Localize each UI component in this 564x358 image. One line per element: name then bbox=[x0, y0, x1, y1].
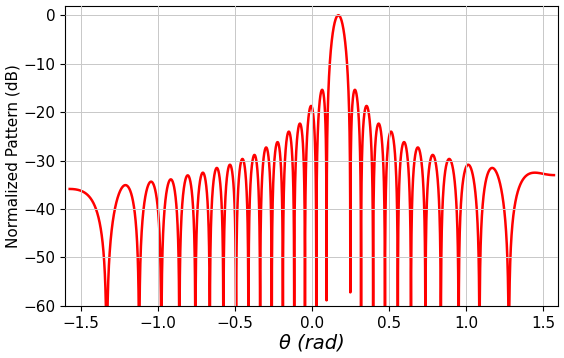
Y-axis label: Normalized Pattern (dB): Normalized Pattern (dB) bbox=[6, 64, 20, 248]
X-axis label: θ (rad): θ (rad) bbox=[279, 333, 345, 352]
